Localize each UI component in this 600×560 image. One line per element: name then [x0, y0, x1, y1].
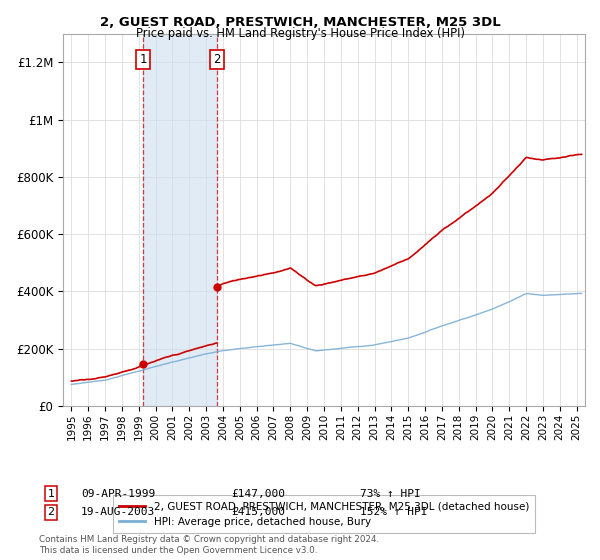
Legend: 2, GUEST ROAD, PRESTWICH, MANCHESTER, M25 3DL (detached house), HPI: Average pri: 2, GUEST ROAD, PRESTWICH, MANCHESTER, M2… — [113, 495, 535, 533]
Text: £415,000: £415,000 — [231, 507, 285, 517]
Text: 2: 2 — [47, 507, 55, 517]
Text: 1: 1 — [140, 53, 147, 66]
Text: 73% ↑ HPI: 73% ↑ HPI — [360, 489, 421, 499]
Text: 19-AUG-2003: 19-AUG-2003 — [81, 507, 155, 517]
Bar — [143, 34, 217, 406]
Text: 2, GUEST ROAD, PRESTWICH, MANCHESTER, M25 3DL: 2, GUEST ROAD, PRESTWICH, MANCHESTER, M2… — [100, 16, 500, 29]
Text: Contains HM Land Registry data © Crown copyright and database right 2024.
This d: Contains HM Land Registry data © Crown c… — [39, 535, 379, 554]
Text: 09-APR-1999: 09-APR-1999 — [81, 489, 155, 499]
Text: 2: 2 — [213, 53, 220, 66]
Text: Price paid vs. HM Land Registry's House Price Index (HPI): Price paid vs. HM Land Registry's House … — [136, 27, 464, 40]
Text: £147,000: £147,000 — [231, 489, 285, 499]
Text: 152% ↑ HPI: 152% ↑ HPI — [360, 507, 427, 517]
Text: 1: 1 — [47, 489, 55, 499]
